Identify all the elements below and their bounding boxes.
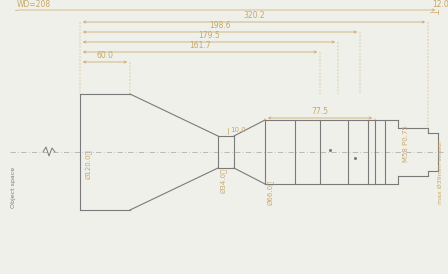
Text: Object space: Object space — [12, 166, 17, 208]
Text: Ø66.0㎜: Ø66.0㎜ — [267, 179, 273, 205]
Text: WD=208: WD=208 — [17, 0, 51, 9]
Text: 179.5: 179.5 — [198, 31, 220, 40]
Text: 12.0: 12.0 — [432, 0, 448, 9]
Text: 320.2: 320.2 — [243, 11, 265, 20]
Text: 10.0: 10.0 — [230, 127, 246, 133]
Text: 60.0: 60.0 — [96, 51, 113, 60]
Text: 77.5: 77.5 — [311, 107, 328, 116]
Text: max Ø39mm sensor: max Ø39mm sensor — [438, 140, 443, 204]
Text: Ø120.0㎜: Ø120.0㎜ — [85, 149, 91, 179]
Text: 198.6: 198.6 — [209, 21, 231, 30]
Text: M58 P0.75: M58 P0.75 — [403, 125, 409, 162]
Text: 161.7: 161.7 — [189, 41, 211, 50]
Text: Ø34.0㎜: Ø34.0㎜ — [220, 167, 226, 193]
